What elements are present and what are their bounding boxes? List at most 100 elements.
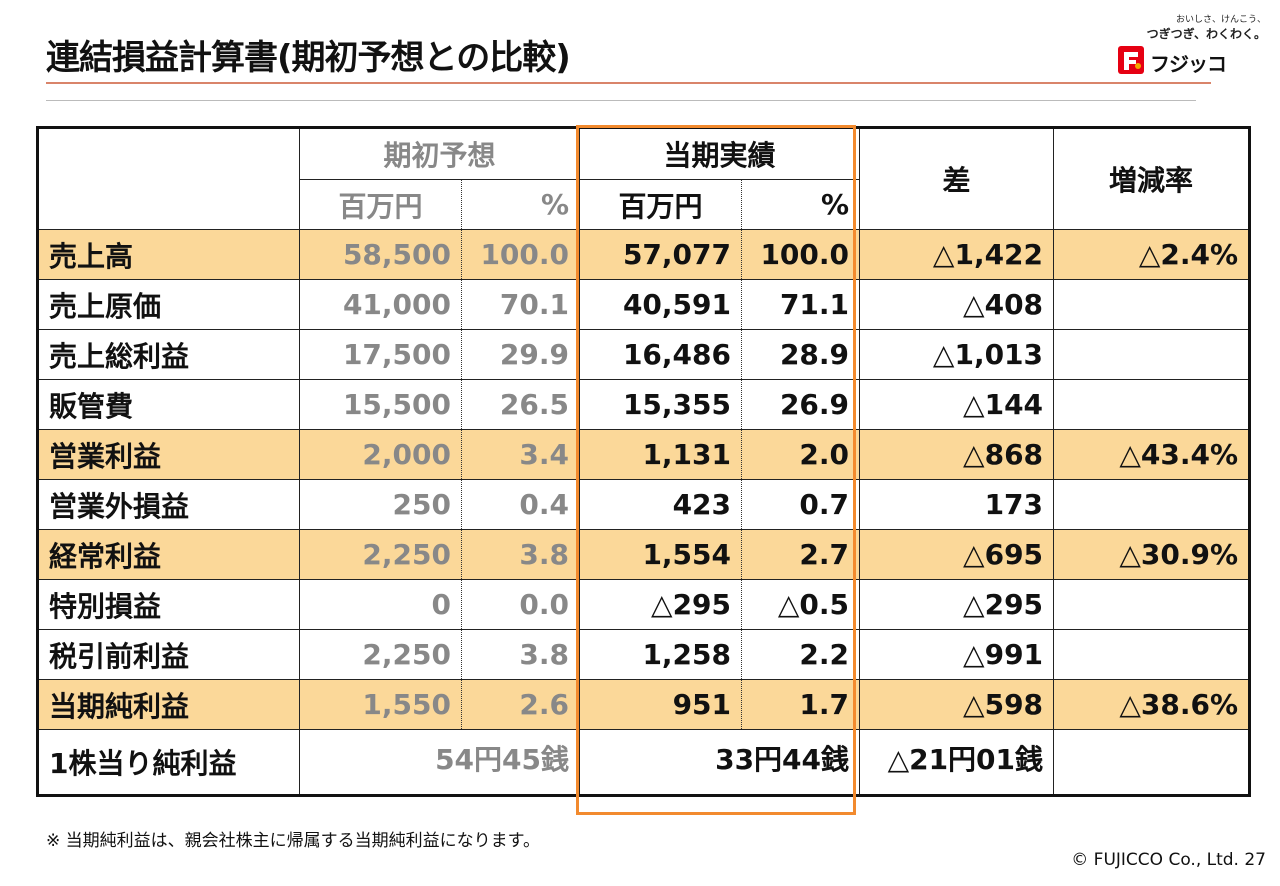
table-row-non-operating: 営業外損益 250 0.4 423 0.7 173	[37, 479, 1251, 530]
title-underline-gray	[46, 100, 1196, 101]
actual-value: 951	[579, 679, 743, 730]
actual-value: 1,554	[579, 529, 743, 580]
logo-brand-name: フジッコ	[1150, 52, 1227, 76]
diff-value: △868	[859, 429, 1055, 480]
forecast-value: 250	[299, 479, 462, 530]
actual-percent: 26.9	[741, 379, 861, 430]
logo-slogan-line2: つぎつぎ、わくわく。	[1146, 27, 1266, 41]
title-underline-accent	[46, 82, 1211, 84]
diff-value: △144	[859, 379, 1055, 430]
header-actual-unit-yen: 百万円	[579, 179, 743, 230]
row-label: 売上総利益	[37, 329, 300, 380]
actual-percent: 71.1	[741, 279, 861, 330]
forecast-value: 15,500	[299, 379, 462, 430]
actual-value: △295	[579, 579, 743, 630]
header-rate: 増減率	[1053, 127, 1251, 230]
diff-eps: △21円01銭	[859, 729, 1055, 796]
rate-value	[1053, 329, 1251, 380]
table-row-cost-of-sales: 売上原価 41,000 70.1 40,591 71.1 △408	[37, 279, 1251, 330]
row-label: 営業外損益	[37, 479, 300, 530]
company-logo: おいしさ、けんこう、 つぎつぎ、わくわく。 フジッコ	[1110, 8, 1270, 78]
diff-value: △1,422	[859, 229, 1055, 280]
header-actual: 当期実績	[579, 127, 861, 180]
diff-value: 173	[859, 479, 1055, 530]
actual-percent: △0.5	[741, 579, 861, 630]
table-row-eps: 1株当り純利益 54円45銭 33円44銭 △21円01銭	[37, 729, 1251, 796]
actual-percent: 2.7	[741, 529, 861, 580]
rate-value	[1053, 479, 1251, 530]
actual-percent: 1.7	[741, 679, 861, 730]
actual-value: 40,591	[579, 279, 743, 330]
forecast-percent: 0.4	[460, 479, 581, 530]
forecast-value: 0	[299, 579, 462, 630]
forecast-value: 17,500	[299, 329, 462, 380]
page-title: 連結損益計算書(期初予想との比較)	[46, 38, 571, 78]
rate-value	[1053, 279, 1251, 330]
rate-value: △2.4%	[1053, 229, 1251, 280]
table-row-extraordinary: 特別損益 0 0.0 △295 △0.5 △295	[37, 579, 1251, 630]
diff-value: △598	[859, 679, 1055, 730]
table-row-sales: 売上高 58,500 100.0 57,077 100.0 △1,422 △2.…	[37, 229, 1251, 280]
forecast-percent: 0.0	[460, 579, 581, 630]
rate-value	[1053, 629, 1251, 680]
forecast-percent: 3.4	[460, 429, 581, 480]
header-diff: 差	[859, 127, 1055, 230]
actual-value: 57,077	[579, 229, 743, 280]
forecast-percent: 3.8	[460, 529, 581, 580]
header-blank-cell	[37, 127, 300, 230]
footnote: ※ 当期純利益は、親会社株主に帰属する当期純利益になります。	[46, 831, 540, 851]
forecast-value: 1,550	[299, 679, 462, 730]
header-row-1: 期初予想 当期実績 差 増減率	[37, 127, 1251, 230]
rate-value: △43.4%	[1053, 429, 1251, 480]
row-label: 1株当り純利益	[37, 729, 300, 796]
table-row-operating-profit: 営業利益 2,000 3.4 1,131 2.0 △868 △43.4%	[37, 429, 1251, 480]
income-statement-table: 期初予想 当期実績 差 増減率 百万円 % 百万円 % 売上高 58,500 1…	[36, 126, 1252, 797]
logo-slogan-line1: おいしさ、けんこう、	[1175, 15, 1266, 25]
table-row-ordinary-profit: 経常利益 2,250 3.8 1,554 2.7 △695 △30.9%	[37, 529, 1251, 580]
forecast-percent: 70.1	[460, 279, 581, 330]
diff-value: △408	[859, 279, 1055, 330]
actual-percent: 100.0	[741, 229, 861, 280]
header-forecast: 期初予想	[298, 127, 581, 180]
table-row-gross-profit: 売上総利益 17,500 29.9 16,486 28.9 △1,013	[37, 329, 1251, 380]
forecast-percent: 100.0	[460, 229, 581, 280]
diff-value: △1,013	[859, 329, 1055, 380]
row-label: 営業利益	[37, 429, 300, 480]
row-label: 経常利益	[37, 529, 300, 580]
header-actual-unit-pct: %	[741, 179, 861, 230]
header-forecast-unit-pct: %	[460, 179, 581, 230]
forecast-value: 2,250	[299, 629, 462, 680]
row-label: 売上高	[37, 229, 300, 280]
table-row-net-income: 当期純利益 1,550 2.6 951 1.7 △598 △38.6%	[37, 679, 1251, 730]
table-row-pretax-profit: 税引前利益 2,250 3.8 1,258 2.2 △991	[37, 629, 1251, 680]
forecast-percent: 29.9	[460, 329, 581, 380]
row-label: 税引前利益	[37, 629, 300, 680]
forecast-eps: 54円45銭	[298, 729, 581, 796]
actual-percent: 2.0	[741, 429, 861, 480]
diff-value: △695	[859, 529, 1055, 580]
row-label: 売上原価	[37, 279, 300, 330]
forecast-value: 41,000	[299, 279, 462, 330]
forecast-value: 2,250	[299, 529, 462, 580]
forecast-percent: 3.8	[460, 629, 581, 680]
forecast-percent: 26.5	[460, 379, 581, 430]
actual-eps: 33円44銭	[579, 729, 861, 796]
actual-percent: 28.9	[741, 329, 861, 380]
row-label: 販管費	[37, 379, 300, 430]
actual-percent: 0.7	[741, 479, 861, 530]
forecast-percent: 2.6	[460, 679, 581, 730]
actual-value: 15,355	[579, 379, 743, 430]
diff-value: △295	[859, 579, 1055, 630]
row-label: 特別損益	[37, 579, 300, 630]
rate-value	[1053, 379, 1251, 430]
actual-value: 16,486	[579, 329, 743, 380]
rate-value: △38.6%	[1053, 679, 1251, 730]
forecast-value: 2,000	[299, 429, 462, 480]
actual-value: 1,131	[579, 429, 743, 480]
rate-eps	[1053, 729, 1251, 796]
header-row-2: 百万円 % 百万円 %	[38, 179, 1250, 230]
logo-mark-icon	[1118, 46, 1144, 74]
actual-value: 423	[579, 479, 743, 530]
row-label: 当期純利益	[37, 679, 300, 730]
forecast-value: 58,500	[299, 229, 462, 280]
